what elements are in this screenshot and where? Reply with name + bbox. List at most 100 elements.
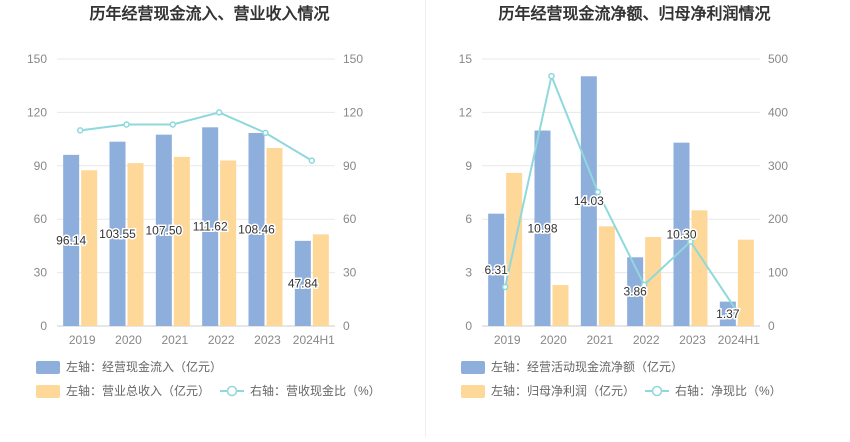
legend-swatch xyxy=(36,361,60,374)
x-axis-tick-label: 2023 xyxy=(679,333,706,347)
x-axis-tick-label: 2021 xyxy=(586,333,613,347)
legend-marker xyxy=(226,385,238,397)
chart-panel-net-cash: 历年经营现金流净额、归母净利润情况 0 3 6 9 12 15 0 100 200 300 400 50… xyxy=(425,0,850,437)
x-axis-tick-label: 2024H1 xyxy=(718,333,760,347)
chart-panel-cash-inflow: 历年经营现金流入、营业收入情况 0 30 60 90 120 150 0 30 60 90 120 15… xyxy=(0,0,425,437)
bar-series-1 xyxy=(488,213,505,326)
legend-swatch xyxy=(461,385,485,398)
left-axis-tick-label: 30 xyxy=(34,266,48,280)
bar-series-2 xyxy=(127,163,144,326)
bar-series-2 xyxy=(173,156,190,326)
bar-data-label: 107.50 xyxy=(145,223,182,237)
legend-marker xyxy=(651,385,663,397)
left-axis-tick-label: 0 xyxy=(465,319,472,333)
bar-series-1 xyxy=(248,132,265,326)
x-axis-tick-label: 2022 xyxy=(208,333,235,347)
bar-series-2 xyxy=(312,234,329,326)
bar-data-label: 14.03 xyxy=(574,194,604,208)
bar-data-label: 108.46 xyxy=(238,222,275,236)
right-axis-tick-label: 0 xyxy=(768,319,775,333)
left-axis-tick-label: 12 xyxy=(459,105,473,119)
line-point xyxy=(594,188,602,196)
right-axis-tick-label: 0 xyxy=(343,319,350,333)
x-axis-tick-label: 2019 xyxy=(69,333,96,347)
bar-series-1 xyxy=(109,141,126,326)
bar-series-1 xyxy=(202,127,219,326)
right-axis-tick-label: 100 xyxy=(768,266,788,280)
panel-divider xyxy=(425,0,426,437)
bar-data-label: 111.62 xyxy=(193,220,228,234)
x-axis-tick-label: 2024H1 xyxy=(293,333,335,347)
left-axis-tick-label: 120 xyxy=(27,105,47,119)
bar-data-label: 1.37 xyxy=(716,307,740,321)
chart-svg: 历年经营现金流净额、归母净利润情况 0 3 6 9 12 15 0 100 200 300 400 50… xyxy=(459,4,788,398)
right-axis-tick-label: 500 xyxy=(768,52,788,66)
x-axis-tick-label: 2020 xyxy=(115,333,142,347)
legend-label: 左轴：经营活动现金流净额（亿元） xyxy=(491,359,683,374)
right-axis-tick-label: 300 xyxy=(768,159,788,173)
right-axis-tick-label: 400 xyxy=(768,105,788,119)
legend-swatch xyxy=(461,361,485,374)
x-axis-tick-label: 2019 xyxy=(494,333,521,347)
bar-data-label: 10.98 xyxy=(527,221,557,235)
legend-label: 左轴：营业总收入（亿元） xyxy=(66,383,210,398)
right-axis-tick-label: 60 xyxy=(343,212,357,226)
line-point xyxy=(262,129,269,137)
bar-series-1 xyxy=(63,154,80,326)
legend-label: 左轴：经营现金流入（亿元） xyxy=(66,359,222,374)
line-point xyxy=(501,283,509,291)
line-point xyxy=(215,109,223,116)
chart-svg: 历年经营现金流入、营业收入情况 0 30 60 90 120 150 0 30 60 90 120 15… xyxy=(27,4,381,398)
line-point xyxy=(123,121,130,128)
bar-data-label: 6.31 xyxy=(484,263,508,277)
line-point xyxy=(733,307,741,315)
bar-data-label: 96.14 xyxy=(56,233,86,247)
bar-series-1 xyxy=(719,301,736,326)
left-axis-tick-label: 9 xyxy=(465,159,472,173)
line-point xyxy=(548,72,555,80)
line-point xyxy=(169,121,177,128)
bar-series-2 xyxy=(266,148,283,326)
bar-data-label: 47.84 xyxy=(288,276,318,290)
chart-title: 历年经营现金流入、营业收入情况 xyxy=(89,4,329,23)
bar-data-label: 103.55 xyxy=(99,227,136,241)
bar-series-1 xyxy=(534,130,551,326)
right-axis-tick-label: 90 xyxy=(343,159,357,173)
bar-series-2 xyxy=(552,285,569,326)
bar-series-2 xyxy=(220,160,237,326)
left-axis-tick-label: 90 xyxy=(34,159,48,173)
bar-data-label: 10.30 xyxy=(666,227,696,241)
line-series-3 xyxy=(80,111,313,162)
right-axis-tick-label: 200 xyxy=(768,212,788,226)
bar-series-2 xyxy=(81,170,98,326)
line-point xyxy=(640,281,648,289)
left-axis-tick-label: 60 xyxy=(34,212,48,226)
bar-series-1 xyxy=(294,240,311,326)
right-axis-tick-label: 30 xyxy=(343,266,357,280)
x-axis-tick-label: 2020 xyxy=(540,333,567,347)
left-axis-tick-label: 0 xyxy=(40,319,47,333)
line-point xyxy=(76,127,84,134)
bar-series-2 xyxy=(691,210,708,326)
bar-series-1 xyxy=(580,76,597,327)
x-axis-tick-label: 2022 xyxy=(633,333,660,347)
chart-title: 历年经营现金流净额、归母净利润情况 xyxy=(498,4,770,23)
right-axis-tick-label: 150 xyxy=(343,52,363,66)
legend-label: 右轴：净现比（%） xyxy=(675,383,782,398)
bar-series-2 xyxy=(645,237,662,326)
line-series-3 xyxy=(504,72,738,312)
line-point xyxy=(687,238,694,245)
left-axis-tick-label: 150 xyxy=(27,52,47,66)
left-axis-tick-label: 6 xyxy=(465,212,472,226)
bar-series-1 xyxy=(155,134,172,326)
right-axis-tick-label: 120 xyxy=(343,105,363,119)
legend-swatch xyxy=(36,385,60,398)
x-axis-tick-label: 2021 xyxy=(161,333,188,347)
legend-label: 左轴：归母净利润（亿元） xyxy=(491,383,635,398)
bar-data-label: 3.86 xyxy=(623,285,647,299)
line-point xyxy=(308,157,316,164)
bar-series-2 xyxy=(598,226,615,326)
legend-label: 右轴：营收现金比（%） xyxy=(250,383,381,398)
bar-series-1 xyxy=(673,142,690,326)
